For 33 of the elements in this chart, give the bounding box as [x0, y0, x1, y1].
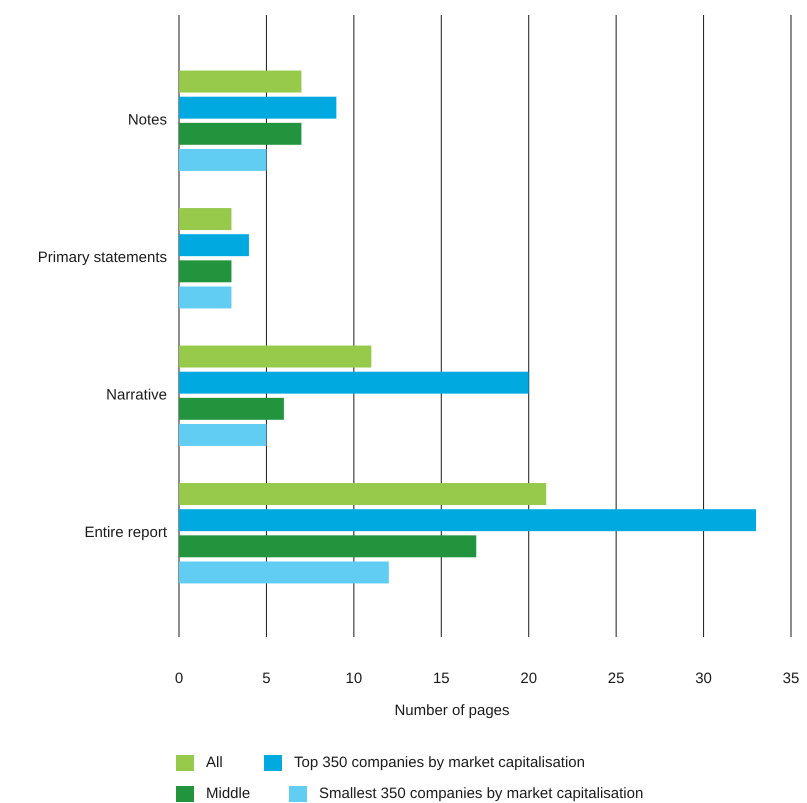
bar	[179, 234, 249, 256]
x-tick-label: 15	[432, 670, 450, 687]
x-tick-label: 25	[608, 670, 624, 687]
y-tick-label: Notes	[128, 112, 167, 129]
bar	[179, 535, 476, 558]
y-tick-label: Entire report	[84, 524, 168, 542]
bar	[179, 398, 284, 420]
bar	[179, 346, 372, 368]
bar	[179, 70, 302, 93]
bar	[179, 208, 232, 230]
x-tick-label: 10	[346, 670, 362, 687]
bar	[179, 260, 232, 282]
x-tick-label: 0	[174, 670, 184, 687]
bar	[179, 509, 756, 532]
bar	[179, 122, 302, 145]
bar	[179, 483, 546, 506]
x-tick-label: 30	[695, 670, 712, 687]
legend-label: Middle	[206, 784, 250, 802]
x-tick-label: 35	[782, 670, 800, 687]
y-tick-label: Primary statements	[38, 249, 167, 266]
x-tick-label: 20	[520, 670, 538, 687]
x-axis-title: Number of pages	[394, 702, 510, 719]
legend-label: Smallest 350 companies by market capitalisation	[319, 784, 644, 802]
x-tick-label: 5	[262, 670, 271, 687]
legend-label: All	[206, 754, 223, 771]
bar	[179, 424, 266, 446]
bar	[179, 96, 336, 119]
bar	[179, 286, 232, 308]
bar	[179, 372, 529, 394]
legend-label: Top 350 companies by market capitalisation	[294, 754, 585, 771]
bar	[179, 148, 266, 171]
y-tick-label: Narrative	[106, 386, 167, 404]
bar	[179, 561, 389, 584]
